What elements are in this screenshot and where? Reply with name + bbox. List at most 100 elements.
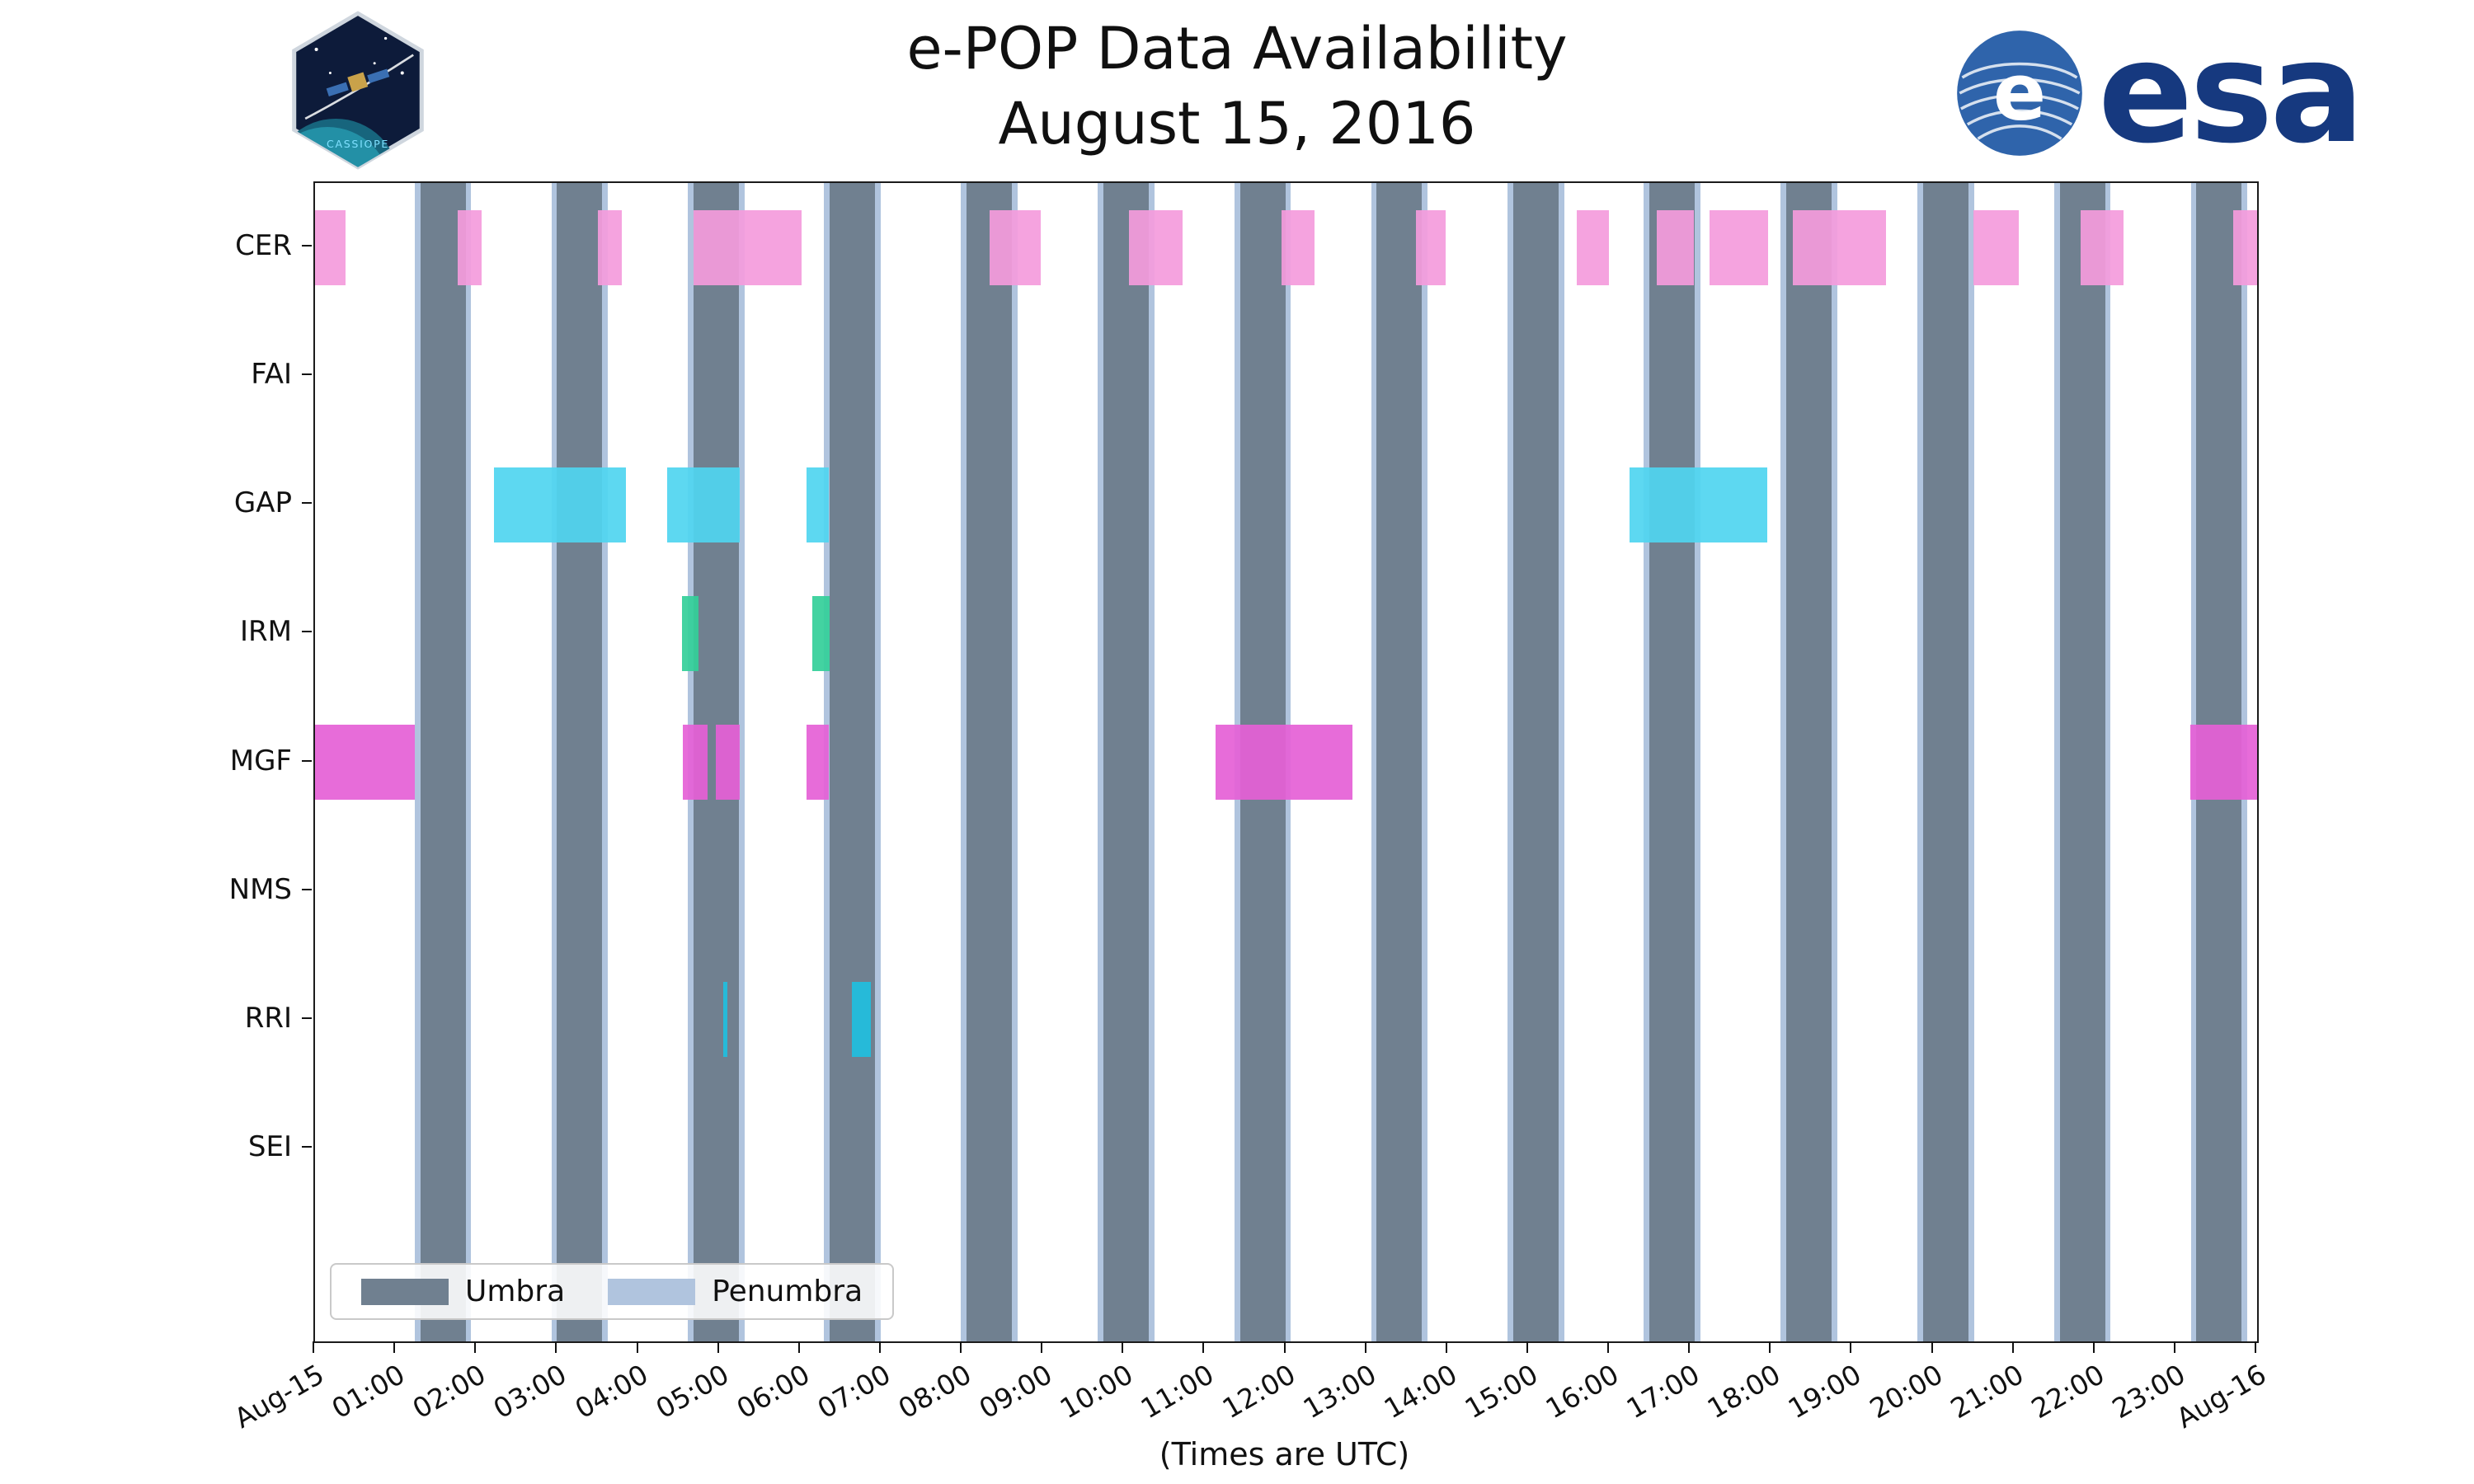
- legend: Umbra Penumbra: [330, 1263, 895, 1320]
- penumbra-bar: [1644, 183, 1650, 1341]
- x-tick: [2011, 1341, 2014, 1353]
- esa-logo: e esa: [1954, 23, 2364, 163]
- penumbra-bar: [1917, 183, 1923, 1341]
- penumbra-bar: [1097, 183, 1103, 1341]
- x-tick: [1526, 1341, 1528, 1353]
- umbra-bar: [1785, 183, 1832, 1341]
- row-label: SEI: [247, 1129, 292, 1163]
- x-tick-label: 11:00: [1136, 1358, 1220, 1425]
- penumbra-bar: [2053, 183, 2060, 1341]
- legend-entry-penumbra: Penumbra: [608, 1275, 863, 1308]
- umbra-bar: [1376, 183, 1423, 1341]
- penumbra-bar: [1831, 183, 1837, 1341]
- availability-bar-cer: [457, 209, 482, 285]
- legend-umbra-swatch: [361, 1278, 449, 1305]
- x-tick-label: 08:00: [892, 1358, 977, 1425]
- plot-area: [313, 181, 2259, 1343]
- y-tick: [302, 631, 312, 633]
- penumbra-bar: [1507, 183, 1514, 1341]
- availability-bar-cer: [315, 209, 346, 285]
- y-tick: [302, 888, 312, 890]
- x-tick-label: 16:00: [1540, 1358, 1625, 1425]
- x-tick-label: Aug-15: [228, 1358, 330, 1435]
- x-tick-label: 14:00: [1378, 1358, 1463, 1425]
- legend-penumbra-label: Penumbra: [712, 1275, 863, 1308]
- x-tick-label: 04:00: [569, 1358, 653, 1425]
- availability-bar-cer: [1281, 209, 1315, 285]
- umbra-bar: [2059, 183, 2105, 1341]
- x-tick: [1688, 1341, 1691, 1353]
- row-label: FAI: [251, 358, 292, 392]
- availability-bar-gap: [666, 467, 741, 542]
- penumbra-bar: [1780, 183, 1786, 1341]
- x-tick-label: 12:00: [1216, 1358, 1300, 1425]
- row-label: GAP: [233, 486, 292, 520]
- penumbra-bar: [1422, 183, 1428, 1341]
- penumbra-bar: [875, 183, 881, 1341]
- x-tick: [2092, 1341, 2095, 1353]
- umbra-bar: [1513, 183, 1559, 1341]
- row-label: CER: [235, 229, 292, 263]
- x-tick-label: 17:00: [1620, 1358, 1705, 1425]
- penumbra-bar: [1968, 183, 1974, 1341]
- penumbra-bar: [1371, 183, 1377, 1341]
- x-tick: [1202, 1341, 1205, 1353]
- x-tick-label: 13:00: [1297, 1358, 1382, 1425]
- penumbra-bar: [739, 183, 745, 1341]
- x-tick: [393, 1341, 396, 1353]
- x-tick: [1931, 1341, 1933, 1353]
- x-tick: [1283, 1341, 1286, 1353]
- x-tick-label: 21:00: [1945, 1358, 2030, 1425]
- y-tick: [302, 373, 312, 376]
- legend-entry-umbra: Umbra: [361, 1275, 565, 1308]
- x-tick-label: 15:00: [1459, 1358, 1544, 1425]
- x-axis-caption: (Times are UTC): [1159, 1436, 1410, 1472]
- legend-umbra-label: Umbra: [465, 1275, 566, 1308]
- y-tick: [302, 245, 312, 247]
- penumbra-bar: [1148, 183, 1155, 1341]
- y-tick: [302, 502, 312, 505]
- availability-bar-rri: [722, 982, 728, 1058]
- umbra-bar: [557, 183, 603, 1341]
- chart-subtitle: August 15, 2016: [998, 90, 1476, 157]
- availability-bar-cer: [1129, 209, 1183, 285]
- x-tick-label: 02:00: [407, 1358, 492, 1425]
- x-tick-label: 20:00: [1864, 1358, 1948, 1425]
- row-label: RRI: [244, 1001, 292, 1035]
- x-tick: [1122, 1341, 1124, 1353]
- umbra-bar: [420, 183, 466, 1341]
- x-tick: [2173, 1341, 2175, 1353]
- penumbra-bar: [2105, 183, 2111, 1341]
- row-label: MGF: [229, 744, 292, 777]
- penumbra-bar: [414, 183, 421, 1341]
- availability-bar-mgf: [715, 725, 741, 800]
- availability-bar-gap: [493, 467, 626, 542]
- availability-bar-cer: [2232, 209, 2257, 285]
- availability-bar-cer: [1656, 209, 1695, 285]
- x-tick-label: 07:00: [811, 1358, 896, 1425]
- x-tick-label: 09:00: [973, 1358, 1058, 1425]
- availability-bar-gap: [806, 467, 830, 542]
- x-tick-label: Aug-16: [2171, 1358, 2272, 1435]
- availability-bar-cer: [694, 209, 802, 285]
- row-label: IRM: [240, 615, 292, 649]
- availability-bar-cer: [2081, 209, 2124, 285]
- x-tick: [717, 1341, 719, 1353]
- x-tick: [1607, 1341, 1609, 1353]
- x-tick: [636, 1341, 638, 1353]
- x-tick: [960, 1341, 962, 1353]
- penumbra-bar: [551, 183, 557, 1341]
- penumbra-bar: [961, 183, 967, 1341]
- penumbra-bar: [1559, 183, 1565, 1341]
- cassiope-logo-text: CASSIOPE: [327, 138, 389, 150]
- availability-bar-irm: [681, 595, 699, 671]
- esa-globe-icon: e: [1957, 31, 2082, 156]
- penumbra-bar: [1695, 183, 1700, 1341]
- availability-bar-mgf: [2189, 725, 2257, 800]
- chart-title-block: e-POP Data Availability August 15, 2016: [0, 12, 2474, 162]
- x-tick: [1850, 1341, 1852, 1353]
- x-tick-label: 01:00: [326, 1358, 411, 1425]
- x-tick-label: 19:00: [1783, 1358, 1867, 1425]
- x-tick: [1445, 1341, 1447, 1353]
